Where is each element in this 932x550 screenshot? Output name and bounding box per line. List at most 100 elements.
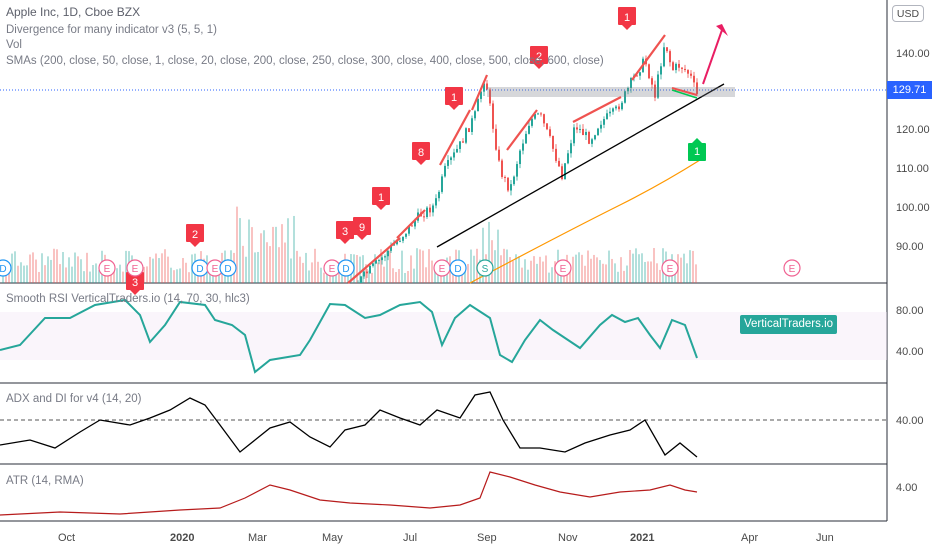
volume-bar (593, 254, 595, 283)
candle-body (630, 78, 632, 88)
candle-body (600, 124, 602, 129)
candle-body (414, 220, 416, 227)
volume-bar (398, 269, 400, 283)
candle-body (660, 66, 662, 75)
volume-bar (518, 256, 520, 283)
volume-bar (575, 254, 577, 283)
volume-bar (668, 270, 670, 283)
divergence-marker-label: 1 (451, 92, 457, 104)
candle-body (429, 207, 431, 213)
volume-bar (527, 269, 529, 283)
volume-bar (188, 272, 190, 283)
volume-bar (407, 270, 409, 283)
candle-body (498, 149, 500, 161)
volume-bar (509, 257, 511, 283)
volume-bar (23, 265, 25, 283)
volume-bar (197, 270, 199, 283)
candle-body (636, 75, 638, 77)
volume-bar (53, 248, 55, 283)
event-marker: S (476, 259, 494, 277)
volume-bar (59, 264, 61, 283)
support-trendline (436, 83, 725, 248)
volume-bar (620, 257, 622, 283)
volume-bar (149, 256, 151, 283)
volume-bar (533, 256, 535, 283)
arrow-head (716, 24, 728, 36)
candle-body (546, 123, 548, 130)
price-axis[interactable]: 140.00 120.00 110.00 100.00 90.00 80.00 … (896, 48, 930, 494)
volume-bar (683, 253, 685, 283)
volume-bar (122, 271, 124, 283)
event-marker-label: E (439, 264, 446, 275)
candle-body (381, 257, 383, 261)
bull-divergence-line (671, 89, 698, 99)
candle-body (441, 176, 443, 192)
volume-bar (170, 267, 172, 283)
volume-bar (614, 263, 616, 283)
time-axis[interactable]: Oct 2020 Mar May Jul Sep Nov 2021 Apr Ju… (58, 532, 834, 544)
candle-body (471, 118, 473, 132)
volume-bar (428, 249, 430, 283)
volume-bar (296, 250, 298, 283)
candle-body (531, 118, 533, 126)
candle-body (603, 119, 605, 125)
divergence-marker: 9 (353, 217, 371, 240)
candle-body (456, 148, 458, 153)
volume-bar (587, 250, 589, 283)
divergence-marker-label: 3 (342, 226, 348, 238)
volume-bar (257, 251, 259, 283)
candle-body (555, 148, 557, 161)
candle-body (690, 73, 692, 76)
candle-body (537, 113, 539, 115)
candle-body (399, 240, 401, 242)
divergence-marker-label: 3 (132, 277, 138, 289)
currency-button[interactable]: USD (892, 5, 924, 22)
adx-pane-title: ADX and DI for v4 (14, 20) (6, 393, 142, 405)
candle-body (507, 177, 509, 191)
volume-bar (605, 264, 607, 283)
event-marker-label: D (0, 264, 7, 275)
candle-body (483, 83, 485, 92)
volume-bar (179, 268, 181, 283)
volume-bar (638, 254, 640, 283)
candle-body (615, 106, 617, 109)
candle-body (669, 51, 671, 63)
volume-bar (563, 272, 565, 283)
candle-body (387, 250, 389, 257)
volume-bar (311, 262, 313, 283)
event-marker-label: E (789, 264, 796, 275)
volume-bar (65, 267, 67, 283)
candle-body (372, 263, 374, 266)
volume-bar (470, 249, 472, 283)
volume-bar (158, 258, 160, 283)
volume-bar (77, 256, 79, 283)
volume-bar (635, 248, 637, 283)
volume-bar (674, 267, 676, 283)
volume-bar (32, 252, 34, 283)
volume-bar (383, 266, 385, 283)
volume-bar (374, 254, 376, 283)
candle-body (579, 128, 581, 130)
candle-body (648, 64, 650, 79)
time-label: May (322, 532, 343, 544)
divergence-marker-label: 2 (192, 229, 198, 241)
candle-body (654, 84, 656, 98)
candle-body (363, 271, 365, 277)
verticaltraders-badge[interactable]: VerticalTraders.io (740, 315, 837, 334)
volume-bar (26, 265, 28, 283)
candle-body (693, 75, 695, 83)
candle-body (675, 63, 677, 71)
volume-bar (293, 215, 295, 283)
volume-bar (419, 249, 421, 283)
adx-tick: 40.00 (896, 415, 924, 427)
volume-bar (161, 253, 163, 283)
volume-bar (83, 271, 85, 283)
volume-bar (488, 221, 490, 283)
trend-drawings[interactable] (347, 24, 735, 284)
event-marker-label: D (196, 264, 203, 275)
divergence-marker: 1 (618, 7, 636, 30)
volume-bar (236, 206, 238, 283)
